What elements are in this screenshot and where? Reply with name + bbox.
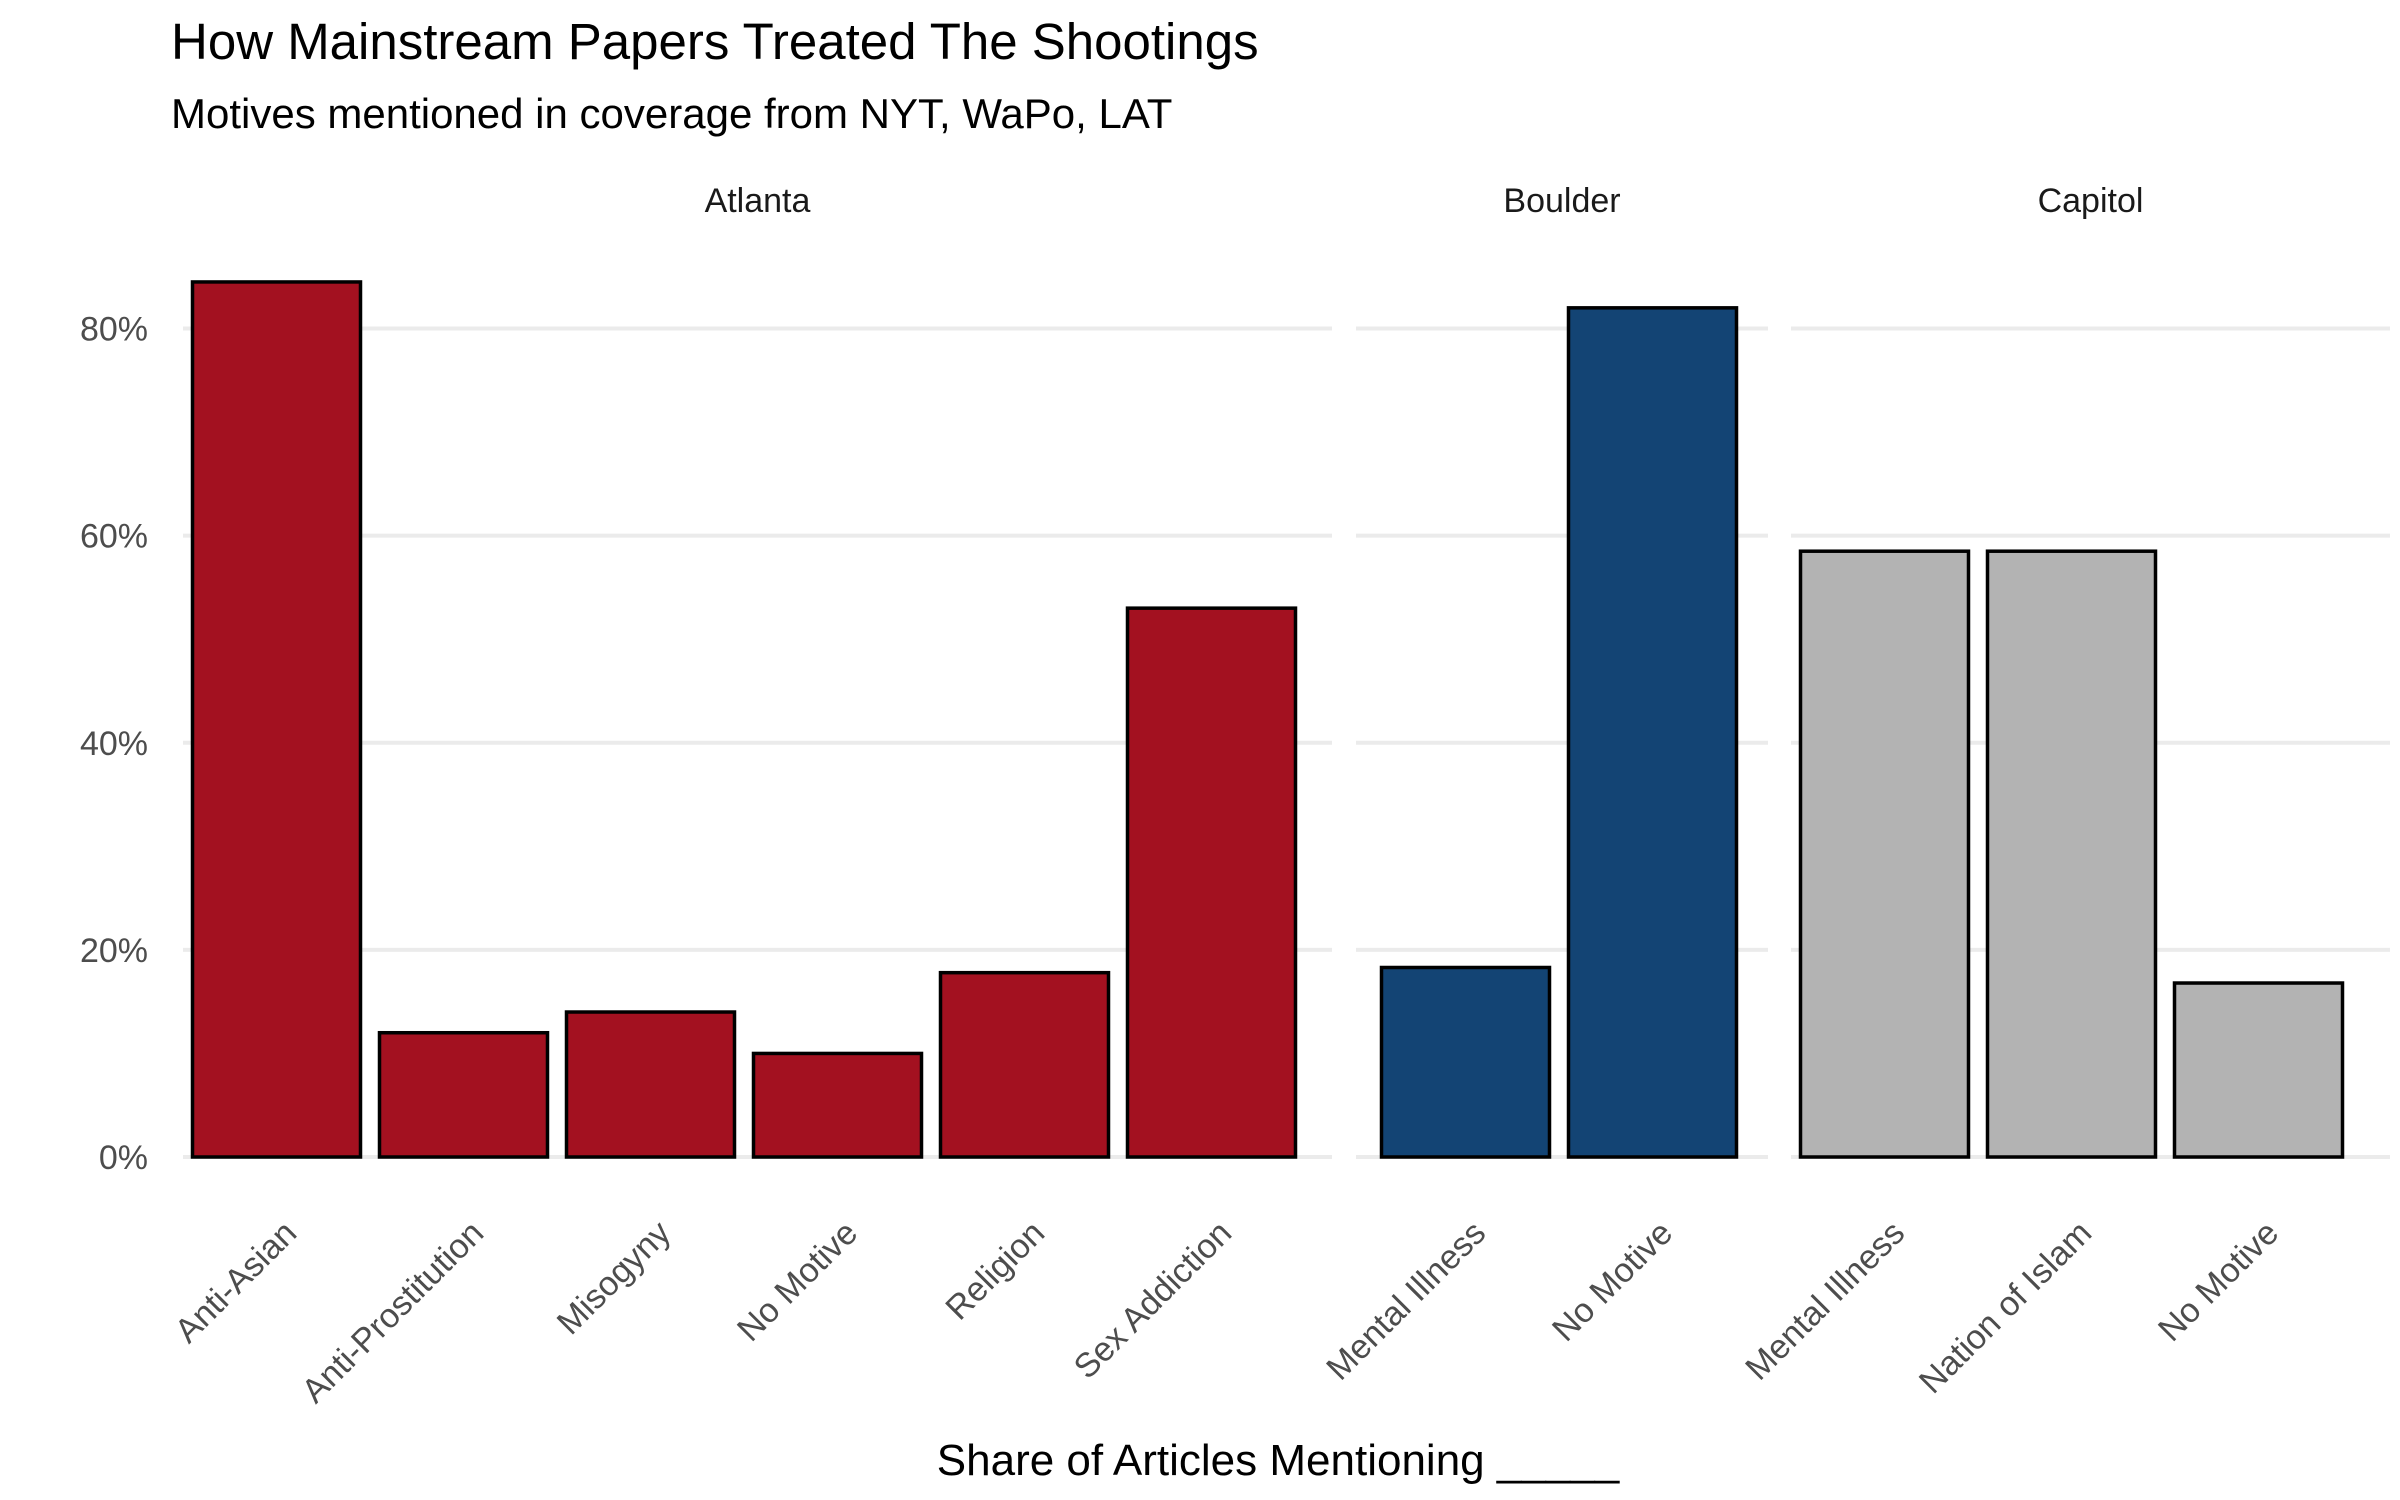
y-tick-label: 80% — [80, 311, 148, 349]
x-tick-label: Mental Illness — [1319, 1214, 1493, 1388]
bar — [938, 970, 1111, 1159]
x-tick-label: Anti-Asian — [168, 1214, 304, 1350]
chart-title: How Mainstream Papers Treated The Shooti… — [171, 13, 1259, 70]
x-tick-label: Anti-Prostitution — [295, 1214, 492, 1411]
bar — [377, 1030, 550, 1159]
x-tick-label: Misogyny — [550, 1214, 678, 1342]
bar — [2172, 981, 2345, 1159]
x-tick-label: No Motive — [2151, 1214, 2286, 1349]
chart-subtitle: Motives mentioned in coverage from NYT, … — [171, 90, 1173, 137]
x-tick-label: No Motive — [1545, 1214, 1680, 1349]
facet-label: Atlanta — [705, 182, 811, 220]
y-tick-label: 0% — [99, 1139, 148, 1177]
bar — [1379, 965, 1552, 1159]
y-tick-label: 40% — [80, 725, 148, 763]
bar — [1798, 549, 1971, 1159]
bar — [1566, 306, 1739, 1159]
x-tick-label: No Motive — [730, 1214, 865, 1349]
bar — [190, 280, 363, 1159]
bar — [1125, 606, 1298, 1159]
y-tick-label: 20% — [80, 932, 148, 970]
bar — [564, 1010, 737, 1159]
x-tick-label: Nation of Islam — [1912, 1214, 2099, 1401]
x-axis-label: Share of Articles Mentioning _____ — [937, 1436, 1620, 1485]
facet-label: Capitol — [2038, 182, 2144, 220]
y-tick-label: 60% — [80, 518, 148, 556]
bar — [751, 1051, 924, 1159]
x-tick-label: Sex Addiction — [1067, 1214, 1240, 1387]
bar — [1985, 549, 2158, 1159]
x-tick-label: Mental Illness — [1738, 1214, 1912, 1388]
x-tick-label: Religion — [938, 1214, 1052, 1328]
facet-label: Boulder — [1503, 182, 1620, 220]
